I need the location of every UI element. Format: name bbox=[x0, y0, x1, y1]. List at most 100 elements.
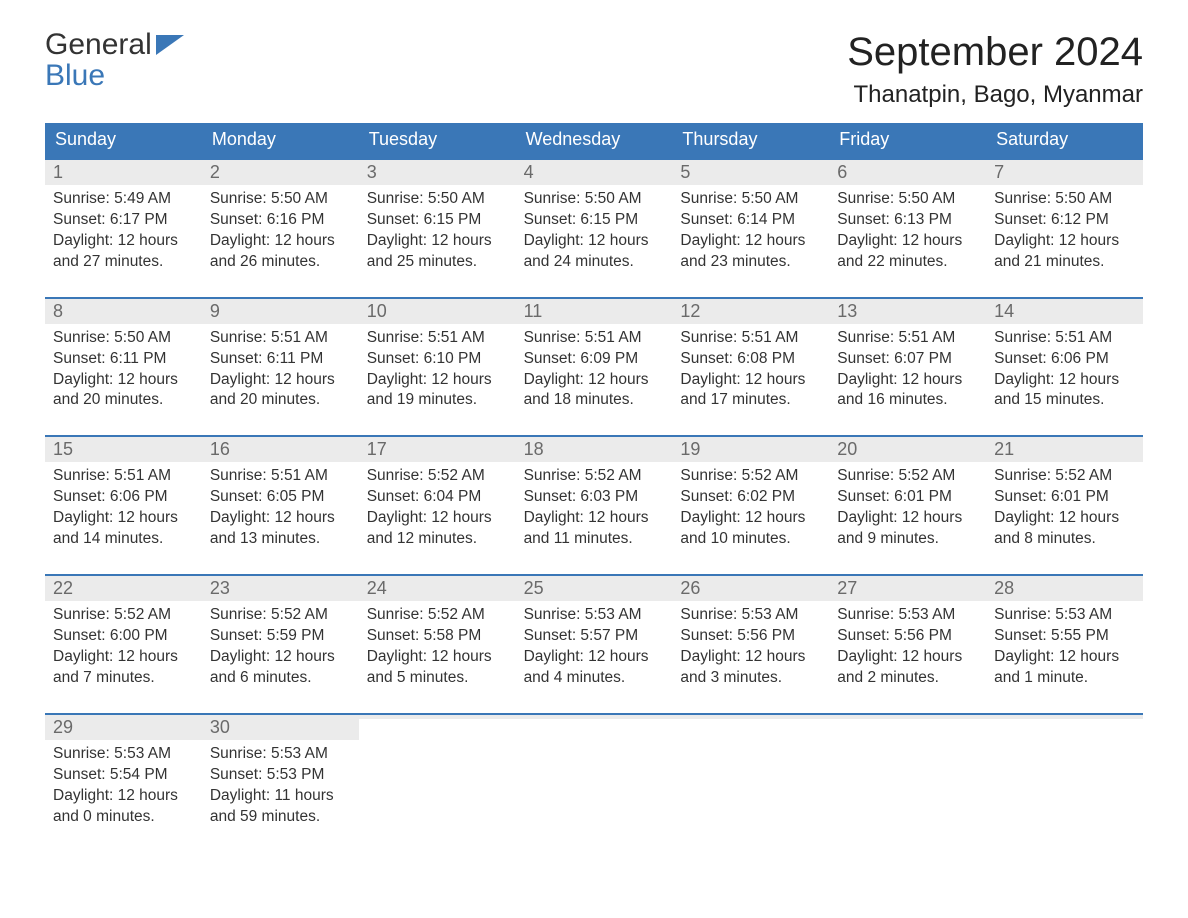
day-d1: Daylight: 12 hours bbox=[53, 647, 194, 668]
day-sunset: Sunset: 6:10 PM bbox=[367, 349, 508, 370]
day-sunset: Sunset: 6:05 PM bbox=[210, 487, 351, 508]
day-sunrise: Sunrise: 5:50 AM bbox=[53, 328, 194, 349]
month-title: September 2024 bbox=[847, 30, 1143, 75]
day-cell: 18Sunrise: 5:52 AMSunset: 6:03 PMDayligh… bbox=[516, 437, 673, 556]
day-sunset: Sunset: 6:03 PM bbox=[524, 487, 665, 508]
day-sunrise: Sunrise: 5:50 AM bbox=[837, 189, 978, 210]
day-cell: 6Sunrise: 5:50 AMSunset: 6:13 PMDaylight… bbox=[829, 160, 986, 279]
day-number-row: 11 bbox=[516, 299, 673, 324]
day-number: 9 bbox=[210, 301, 220, 321]
day-body: Sunrise: 5:53 AMSunset: 5:55 PMDaylight:… bbox=[986, 601, 1143, 689]
day-sunrise: Sunrise: 5:51 AM bbox=[210, 466, 351, 487]
day-number: 28 bbox=[994, 578, 1014, 598]
day-sunset: Sunset: 6:12 PM bbox=[994, 210, 1135, 231]
day-body: Sunrise: 5:50 AMSunset: 6:13 PMDaylight:… bbox=[829, 185, 986, 273]
day-number: 8 bbox=[53, 301, 63, 321]
day-d2: and 13 minutes. bbox=[210, 529, 351, 550]
day-d1: Daylight: 12 hours bbox=[367, 370, 508, 391]
day-sunrise: Sunrise: 5:51 AM bbox=[210, 328, 351, 349]
day-sunset: Sunset: 5:53 PM bbox=[210, 765, 351, 786]
day-cell: 9 Sunrise: 5:51 AMSunset: 6:11 PMDaylight… bbox=[202, 299, 359, 418]
day-cell bbox=[359, 715, 516, 834]
day-number-row: 26 bbox=[672, 576, 829, 601]
day-number-row: 4 bbox=[516, 160, 673, 185]
day-d1: Daylight: 12 hours bbox=[837, 231, 978, 252]
weekday-label: Monday bbox=[202, 123, 359, 158]
day-d2: and 0 minutes. bbox=[53, 807, 194, 828]
day-sunset: Sunset: 6:15 PM bbox=[367, 210, 508, 231]
day-body: Sunrise: 5:52 AMSunset: 6:01 PMDaylight:… bbox=[829, 462, 986, 550]
day-d1: Daylight: 12 hours bbox=[53, 370, 194, 391]
day-sunset: Sunset: 6:01 PM bbox=[994, 487, 1135, 508]
day-number-row: 1 bbox=[45, 160, 202, 185]
weekday-label: Saturday bbox=[986, 123, 1143, 158]
day-body: Sunrise: 5:51 AMSunset: 6:06 PMDaylight:… bbox=[986, 324, 1143, 412]
day-sunrise: Sunrise: 5:52 AM bbox=[210, 605, 351, 626]
day-cell: 2Sunrise: 5:50 AMSunset: 6:16 PMDaylight… bbox=[202, 160, 359, 279]
day-cell: 3Sunrise: 5:50 AMSunset: 6:15 PMDaylight… bbox=[359, 160, 516, 279]
day-sunset: Sunset: 5:57 PM bbox=[524, 626, 665, 647]
day-sunset: Sunset: 6:08 PM bbox=[680, 349, 821, 370]
brand-part1: General bbox=[45, 28, 152, 61]
day-sunset: Sunset: 5:56 PM bbox=[837, 626, 978, 647]
day-d1: Daylight: 12 hours bbox=[994, 508, 1135, 529]
day-d2: and 12 minutes. bbox=[367, 529, 508, 550]
day-number: 14 bbox=[994, 301, 1014, 321]
day-sunrise: Sunrise: 5:53 AM bbox=[53, 744, 194, 765]
day-body: Sunrise: 5:51 AMSunset: 6:08 PMDaylight:… bbox=[672, 324, 829, 412]
location: Thanatpin, Bago, Myanmar bbox=[847, 81, 1143, 109]
day-sunset: Sunset: 5:58 PM bbox=[367, 626, 508, 647]
day-number-row: 16 bbox=[202, 437, 359, 462]
day-d1: Daylight: 12 hours bbox=[210, 370, 351, 391]
day-d2: and 20 minutes. bbox=[210, 390, 351, 411]
brand-logo: General Blue bbox=[45, 30, 184, 91]
day-body: Sunrise: 5:49 AMSunset: 6:17 PMDaylight:… bbox=[45, 185, 202, 273]
day-body: Sunrise: 5:52 AMSunset: 6:02 PMDaylight:… bbox=[672, 462, 829, 550]
day-d2: and 17 minutes. bbox=[680, 390, 821, 411]
day-d1: Daylight: 12 hours bbox=[837, 647, 978, 668]
day-number-row: 7 bbox=[986, 160, 1143, 185]
day-d1: Daylight: 12 hours bbox=[53, 786, 194, 807]
day-d2: and 59 minutes. bbox=[210, 807, 351, 828]
day-body: Sunrise: 5:51 AMSunset: 6:06 PMDaylight:… bbox=[45, 462, 202, 550]
day-sunrise: Sunrise: 5:51 AM bbox=[524, 328, 665, 349]
day-body: Sunrise: 5:51 AMSunset: 6:07 PMDaylight:… bbox=[829, 324, 986, 412]
day-d2: and 5 minutes. bbox=[367, 668, 508, 689]
day-d1: Daylight: 12 hours bbox=[524, 647, 665, 668]
day-d1: Daylight: 12 hours bbox=[994, 231, 1135, 252]
day-sunrise: Sunrise: 5:52 AM bbox=[53, 605, 194, 626]
day-number-row: 8 bbox=[45, 299, 202, 324]
day-sunset: Sunset: 6:06 PM bbox=[994, 349, 1135, 370]
day-number: 29 bbox=[53, 717, 73, 737]
day-cell: 13 Sunrise: 5:51 AMSunset: 6:07 PMDayligh… bbox=[829, 299, 986, 418]
day-sunrise: Sunrise: 5:52 AM bbox=[994, 466, 1135, 487]
day-sunrise: Sunrise: 5:50 AM bbox=[680, 189, 821, 210]
day-sunset: Sunset: 6:07 PM bbox=[837, 349, 978, 370]
day-number-row: 25 bbox=[516, 576, 673, 601]
day-cell: 15Sunrise: 5:51 AMSunset: 6:06 PMDayligh… bbox=[45, 437, 202, 556]
day-sunrise: Sunrise: 5:52 AM bbox=[837, 466, 978, 487]
day-d2: and 24 minutes. bbox=[524, 252, 665, 273]
day-number: 13 bbox=[837, 301, 857, 321]
day-number: 21 bbox=[994, 439, 1014, 459]
day-d2: and 18 minutes. bbox=[524, 390, 665, 411]
day-sunrise: Sunrise: 5:50 AM bbox=[524, 189, 665, 210]
day-cell bbox=[986, 715, 1143, 834]
day-d2: and 14 minutes. bbox=[53, 529, 194, 550]
week-row: 1Sunrise: 5:49 AMSunset: 6:17 PMDaylight… bbox=[45, 158, 1143, 279]
day-d2: and 10 minutes. bbox=[680, 529, 821, 550]
day-cell bbox=[829, 715, 986, 834]
day-body: Sunrise: 5:53 AMSunset: 5:57 PMDaylight:… bbox=[516, 601, 673, 689]
day-sunset: Sunset: 6:11 PM bbox=[210, 349, 351, 370]
day-number-row: 19 bbox=[672, 437, 829, 462]
day-sunrise: Sunrise: 5:53 AM bbox=[994, 605, 1135, 626]
day-cell: 19 Sunrise: 5:52 AMSunset: 6:02 PMDayligh… bbox=[672, 437, 829, 556]
day-sunset: Sunset: 5:55 PM bbox=[994, 626, 1135, 647]
day-body: Sunrise: 5:51 AMSunset: 6:05 PMDaylight:… bbox=[202, 462, 359, 550]
day-cell: 30Sunrise: 5:53 AMSunset: 5:53 PMDayligh… bbox=[202, 715, 359, 834]
day-cell: 12Sunrise: 5:51 AMSunset: 6:08 PMDayligh… bbox=[672, 299, 829, 418]
day-number: 19 bbox=[680, 439, 700, 459]
day-sunset: Sunset: 6:11 PM bbox=[53, 349, 194, 370]
day-d2: and 15 minutes. bbox=[994, 390, 1135, 411]
day-number-row: 13 bbox=[829, 299, 986, 324]
